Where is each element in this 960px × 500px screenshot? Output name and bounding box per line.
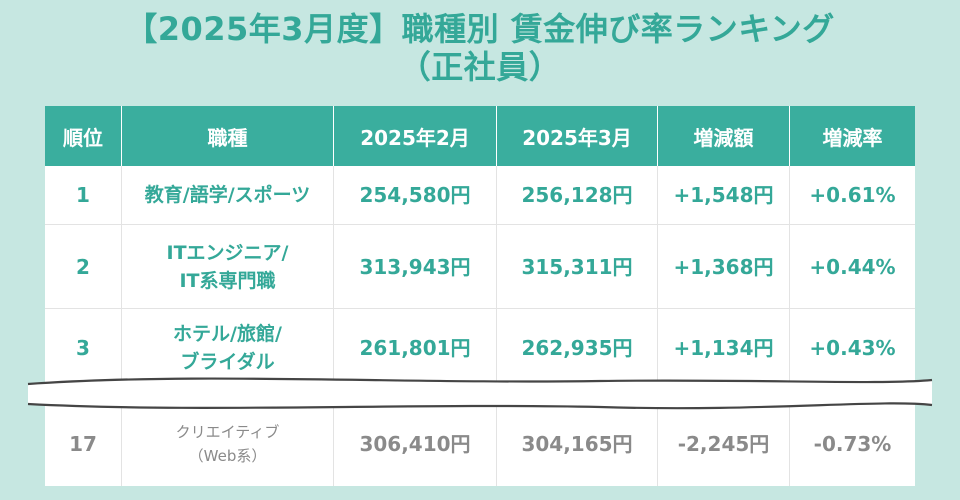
job-name-line-2: （Web系） bbox=[188, 447, 267, 465]
rank-cell: 1 bbox=[45, 166, 122, 225]
header-rank: 順位 bbox=[45, 106, 122, 166]
header-job: 職種 bbox=[122, 106, 334, 166]
ranking-table: 順位 職種 2025年2月 2025年3月 増減額 増減率 1 教育/語学/スポ… bbox=[45, 106, 915, 486]
rate-cell: -0.73% bbox=[813, 432, 892, 456]
feb-wage-cell: 261,801円 bbox=[334, 309, 497, 387]
job-cell: クリエイティブ （Web系） bbox=[122, 402, 334, 486]
rank-cell: 3 bbox=[45, 309, 122, 387]
job-name-line-1: ホテル/旅館/ bbox=[173, 323, 282, 345]
mar-wage-cell: 304,165円 bbox=[497, 402, 658, 486]
header-mar: 2025年3月 bbox=[497, 106, 658, 166]
feb-wage-cell: 313,943円 bbox=[334, 225, 497, 309]
job-name-line-1: クリエイティブ bbox=[175, 423, 280, 441]
job-name-line-1: ITエンジニア/ bbox=[166, 241, 289, 264]
page-title: 【2025年3月度】職種別 賃金伸び率ランキング （正社員） bbox=[0, 10, 960, 86]
rate-cell: +0.61% bbox=[790, 166, 915, 225]
mar-wage-cell: 262,935円 bbox=[497, 309, 658, 387]
job-cell: ITエンジニア/ IT系専門職 bbox=[122, 225, 334, 309]
mar-wage-cell: 256,128円 bbox=[497, 166, 658, 225]
header-diff: 増減額 bbox=[658, 106, 790, 166]
job-name-line-2: ブライダル bbox=[180, 351, 275, 373]
title-line-1: 【2025年3月度】職種別 賃金伸び率ランキング bbox=[125, 10, 835, 48]
rank-cell: 2 bbox=[45, 225, 122, 309]
job-cell: 教育/語学/スポーツ bbox=[122, 166, 334, 225]
diff-cell: -2,245円 bbox=[658, 402, 790, 486]
rate-cell: +0.44% bbox=[790, 225, 915, 309]
feb-wage-cell: 306,410円 bbox=[334, 402, 497, 486]
header-rate: 増減率 bbox=[790, 106, 915, 166]
diff-cell: +1,134円 bbox=[658, 309, 790, 387]
diff-cell: +1,368円 bbox=[658, 225, 790, 309]
rank-cell: 17 bbox=[45, 402, 122, 486]
header-feb: 2025年2月 bbox=[334, 106, 497, 166]
diff-cell: +1,548円 bbox=[658, 166, 790, 225]
rate-cell: +0.43% bbox=[809, 336, 896, 360]
job-name-line-2: IT系専門職 bbox=[179, 269, 276, 292]
mar-wage-cell: 315,311円 bbox=[497, 225, 658, 309]
job-cell: ホテル/旅館/ ブライダル bbox=[122, 309, 334, 387]
job-name: 教育/語学/スポーツ bbox=[144, 184, 311, 206]
feb-wage-cell: 254,580円 bbox=[334, 166, 497, 225]
title-line-2: （正社員） bbox=[398, 48, 562, 86]
